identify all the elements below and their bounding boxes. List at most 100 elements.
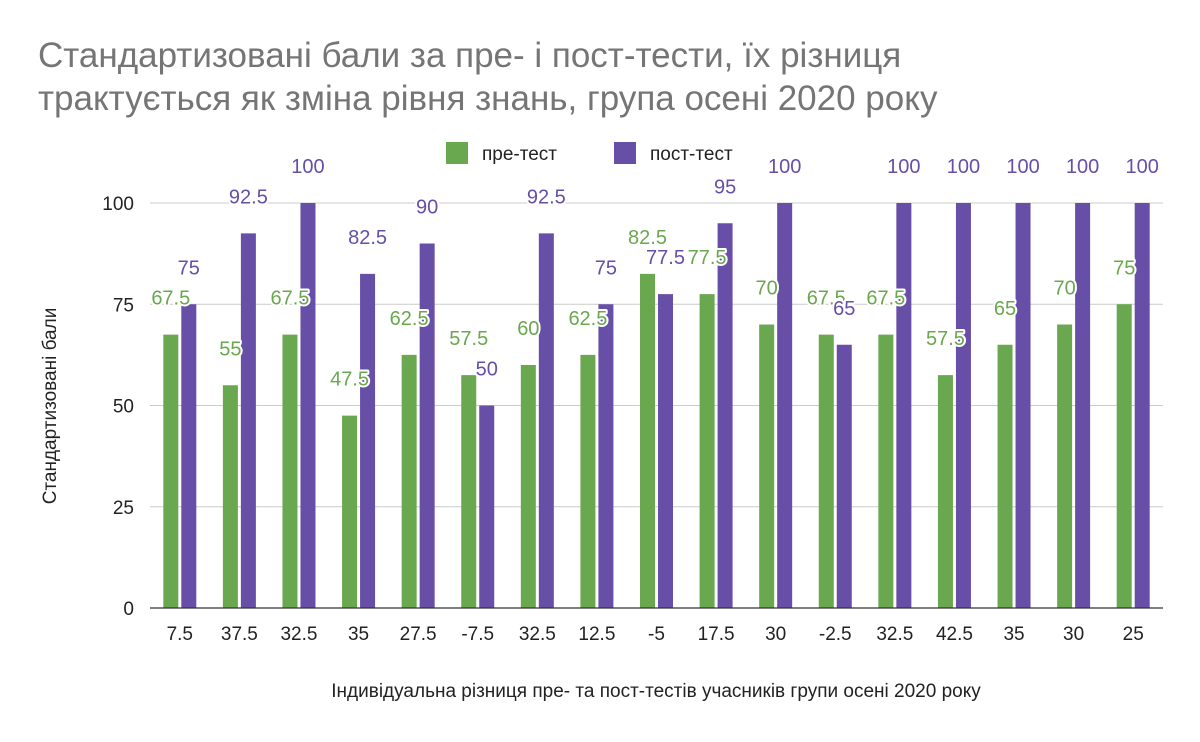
bar-post-test (538, 233, 554, 608)
bar-pre-test (1116, 304, 1132, 608)
bar-post-test (240, 233, 256, 608)
x-tick-label: 12.5 (578, 624, 615, 645)
bar-post-test (955, 203, 971, 608)
data-label-pre-test: 55 (219, 338, 241, 360)
bar-post-test (419, 243, 435, 608)
x-tick-label: 30 (1063, 624, 1084, 645)
x-tick-label: 37.5 (221, 624, 258, 645)
data-label-post-test: 95 (714, 176, 736, 198)
x-tick-label: -5 (648, 624, 665, 645)
data-label-pre-test: 70 (756, 278, 778, 300)
bar-pre-test (878, 334, 894, 608)
data-label-post-test: 100 (887, 156, 920, 178)
x-tick-label: 42.5 (936, 624, 973, 645)
data-label-post-test: 75 (595, 257, 617, 279)
data-label-pre-test: 62.5 (568, 308, 607, 330)
bar-post-test (658, 294, 673, 608)
data-label-post-test: 65 (833, 298, 855, 320)
chart-title-line-2: трактується як зміна рівня знань, група … (38, 79, 938, 118)
data-label-post-test: 92.5 (229, 186, 268, 208)
bar-post-test (598, 304, 614, 608)
bar-pre-test (222, 385, 238, 608)
y-tick-label: 50 (113, 397, 134, 418)
bar-post-test (1015, 203, 1031, 608)
bar-pre-test (401, 354, 417, 608)
data-label-post-test: 75 (178, 257, 200, 279)
bar-pre-test (163, 334, 179, 608)
legend: пре-тест пост-тест (446, 142, 733, 165)
x-tick-label: 35 (1003, 624, 1024, 645)
chart-title-line-1: Стандартизовані бали за пре- і пост-тест… (38, 36, 902, 75)
data-label-post-test: 77.5 (646, 247, 685, 269)
bar-pre-test (461, 375, 477, 608)
chart-title: Стандартизовані бали за пре- і пост-тест… (38, 34, 1158, 120)
data-label-pre-test: 67.5 (271, 288, 310, 310)
bar-pre-test (759, 324, 775, 608)
bar-pre-test (997, 344, 1013, 608)
gridlines (150, 202, 1163, 508)
x-tick-label: 32.5 (280, 624, 317, 645)
x-axis-title: Індивідуальна різниця пре- та пост-тесті… (331, 681, 981, 702)
data-label-post-test: 90 (416, 197, 438, 219)
data-label-post-test: 100 (947, 156, 980, 178)
y-tick-label: 0 (123, 599, 134, 620)
bar-pre-test (342, 415, 358, 608)
axes: 0 25 50 75 100 7.5 37.5 32.5 35 27.5 -7.5 32.5 12.5 -… (102, 194, 1163, 645)
bar-pre-test (520, 365, 536, 608)
legend-label-post-test: пост-тест (650, 144, 733, 165)
bar-post-test (300, 203, 316, 608)
data-label-pre-test: 70 (1053, 278, 1075, 300)
legend-swatch-pre-test (446, 142, 468, 164)
bar-post-test (836, 344, 852, 608)
bar-pre-test (1057, 324, 1073, 608)
data-label-pre-test: 62.5 (390, 308, 429, 330)
data-label-pre-test: 77.5 (688, 247, 727, 269)
data-label-post-test: 100 (291, 156, 324, 178)
bar-post-test (717, 223, 733, 608)
x-tick-label: 30 (765, 624, 786, 645)
x-tick-label: 35 (348, 624, 369, 645)
bars (163, 203, 1150, 608)
data-label-pre-test: 67.5 (866, 288, 905, 310)
y-tick-label: 100 (102, 194, 134, 215)
bar-pre-test (640, 273, 655, 608)
data-label-post-test: 50 (476, 359, 498, 381)
data-label-pre-test: 75 (1113, 257, 1135, 279)
y-axis-title: Стандартизовані бали (40, 308, 61, 505)
bar-post-test (1134, 203, 1150, 608)
bar-pre-test (580, 354, 596, 608)
legend-swatch-post-test (614, 142, 636, 164)
data-label-pre-test: 82.5 (628, 227, 667, 249)
x-tick-label: 27.5 (400, 624, 437, 645)
bar-pre-test (282, 334, 298, 608)
data-label-pre-test: 57.5 (926, 328, 965, 350)
x-tick-label: 7.5 (167, 624, 193, 645)
bar-pre-test (937, 375, 953, 608)
bar-pre-test (818, 334, 834, 608)
x-tick-label: 32.5 (519, 624, 556, 645)
bar-pre-test (699, 294, 715, 608)
x-tick-label: -7.5 (461, 624, 494, 645)
bar-post-test (777, 203, 793, 608)
y-tick-label: 25 (113, 498, 134, 519)
data-label-pre-test: 65 (994, 298, 1016, 320)
bar-post-test (479, 405, 495, 608)
bar-post-test (1075, 203, 1091, 608)
data-label-pre-test: 67.5 (151, 288, 190, 310)
data-label-pre-test: 57.5 (449, 328, 488, 350)
bar-post-test (360, 273, 376, 608)
data-label-pre-test: 47.5 (330, 369, 369, 391)
data-label-post-test: 100 (1066, 156, 1099, 178)
x-tick-label: -2.5 (819, 624, 852, 645)
data-label-post-test: 92.5 (527, 186, 566, 208)
x-tick-label: 25 (1123, 624, 1144, 645)
y-tick-label: 75 (113, 295, 134, 316)
x-tick-label: 17.5 (698, 624, 735, 645)
data-label-post-test: 100 (1126, 156, 1159, 178)
data-label-pre-test: 67.5 (807, 288, 846, 310)
data-label-pre-test: 60 (517, 318, 539, 340)
data-label-post-test: 100 (768, 156, 801, 178)
bar-post-test (181, 304, 197, 608)
data-label-post-test: 82.5 (348, 227, 387, 249)
